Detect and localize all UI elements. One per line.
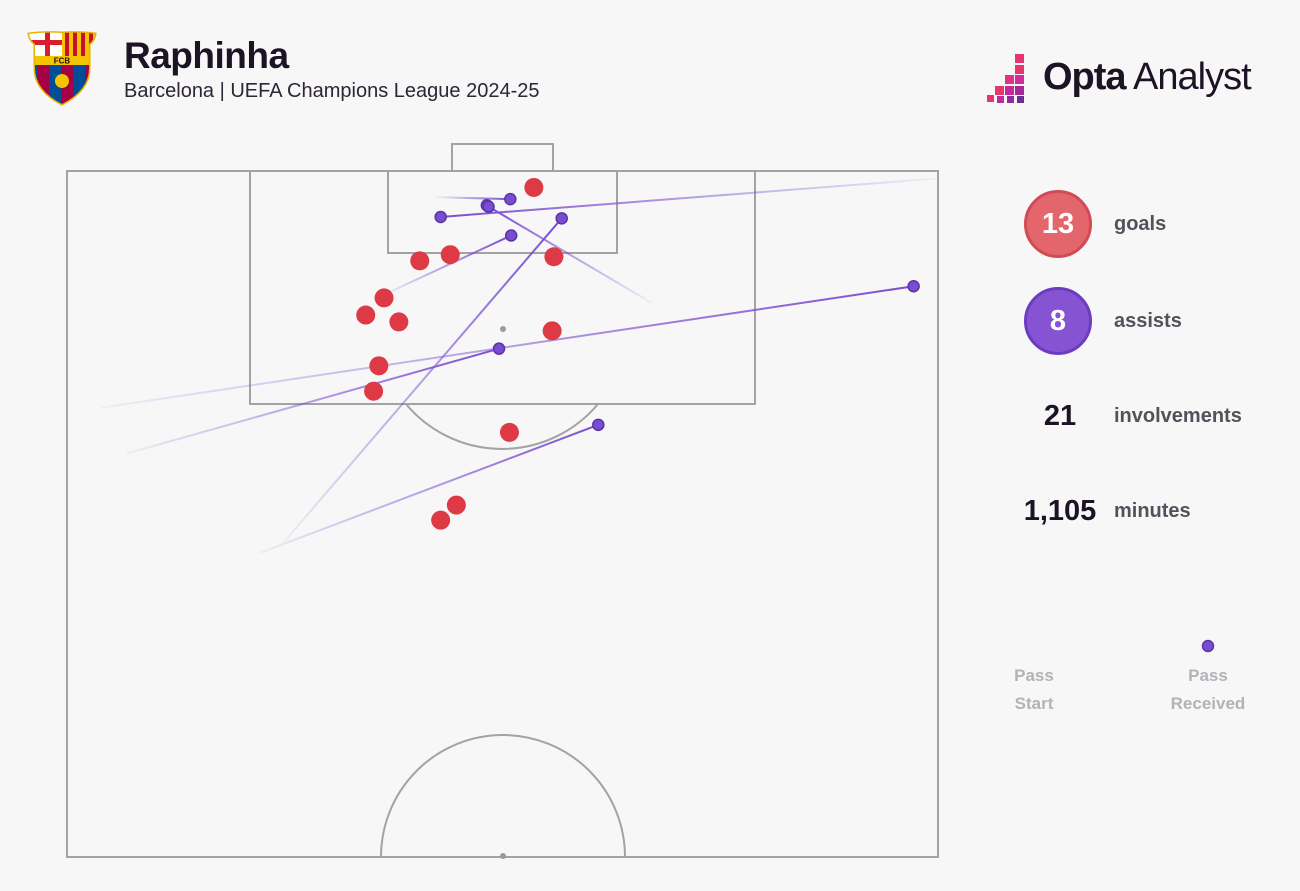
goal-shot-point xyxy=(544,247,564,267)
goal-shot-point xyxy=(356,305,376,325)
goal-frame xyxy=(451,143,554,172)
minutes-value: 1,105 xyxy=(1023,494,1097,527)
goal-shot-point xyxy=(389,312,409,332)
opta-analyst-logo-icon xyxy=(987,54,1024,103)
goal-shot-point xyxy=(499,422,519,442)
assist-pass-line xyxy=(283,217,563,543)
legend-pass-start: Pass Start xyxy=(1014,666,1054,713)
assist-pass-received-point xyxy=(434,210,447,224)
assist-pass-received-point xyxy=(555,212,568,225)
assists-badge: 8 xyxy=(1024,287,1092,355)
page-title: Raphinha xyxy=(124,35,289,76)
goal-layer xyxy=(356,177,564,530)
legend-pass-received-dot xyxy=(1201,639,1215,653)
assist-pass-received-point xyxy=(492,342,506,355)
assist-pass-line xyxy=(440,177,937,218)
assist-pass-line xyxy=(488,205,652,304)
brand-name-light: Analyst xyxy=(1125,56,1252,98)
assist-pass-line xyxy=(125,347,500,455)
assists-label: assists xyxy=(1114,309,1182,332)
assist-pass-line xyxy=(381,234,512,297)
legend-pass-line xyxy=(1034,639,1215,653)
goal-shot-point xyxy=(374,288,394,308)
assist-pass-line xyxy=(436,196,511,201)
assist-pass-received-point xyxy=(482,200,495,213)
stat-involvements: 21 involvements xyxy=(1020,382,1280,454)
goals-badge: 13 xyxy=(1024,190,1092,258)
stat-goals: 13 goals xyxy=(1020,190,1280,262)
page-subtitle: Barcelona | UEFA Champions League 2024-2… xyxy=(124,80,540,102)
crest-text: FCB xyxy=(54,57,71,66)
stat-minutes: 1,105 minutes xyxy=(1020,477,1280,549)
assist-pass-received-point xyxy=(907,279,920,293)
assist-pass-received-point xyxy=(592,418,605,432)
involvements-label: involvements xyxy=(1114,404,1242,427)
brand-name: Opta Analyst xyxy=(1043,56,1252,99)
pitch-outline xyxy=(66,170,939,858)
stat-assists: 8 assists xyxy=(1020,287,1280,359)
brand-name-bold: Opta xyxy=(1043,56,1127,98)
penalty-spot xyxy=(500,326,506,332)
goal-shot-point xyxy=(410,251,430,271)
assist-layer xyxy=(101,177,937,555)
fc-barcelona-crest-icon: FCB xyxy=(27,31,97,106)
goal-shot-point xyxy=(524,177,544,197)
involvements-value: 21 xyxy=(1043,399,1077,432)
goal-shot-point xyxy=(446,495,466,515)
goals-label: goals xyxy=(1114,212,1167,235)
goal-shot-point xyxy=(440,245,460,265)
goal-shot-point xyxy=(369,356,389,376)
centre-spot xyxy=(500,853,506,859)
legend-pass-received: Pass Received xyxy=(1170,666,1246,713)
goal-shot-point xyxy=(364,381,384,401)
assist-pass-line xyxy=(259,423,599,555)
goal-shot-point xyxy=(542,321,562,341)
pitch-markings xyxy=(66,143,939,858)
assist-pass-received-point xyxy=(504,229,518,242)
centre-circle xyxy=(380,734,626,858)
goal-shot-point xyxy=(431,510,451,530)
penalty-arc xyxy=(405,403,599,450)
assist-pass-line xyxy=(101,285,914,409)
assist-pass-received-point xyxy=(504,192,517,206)
minutes-label: minutes xyxy=(1114,499,1191,522)
